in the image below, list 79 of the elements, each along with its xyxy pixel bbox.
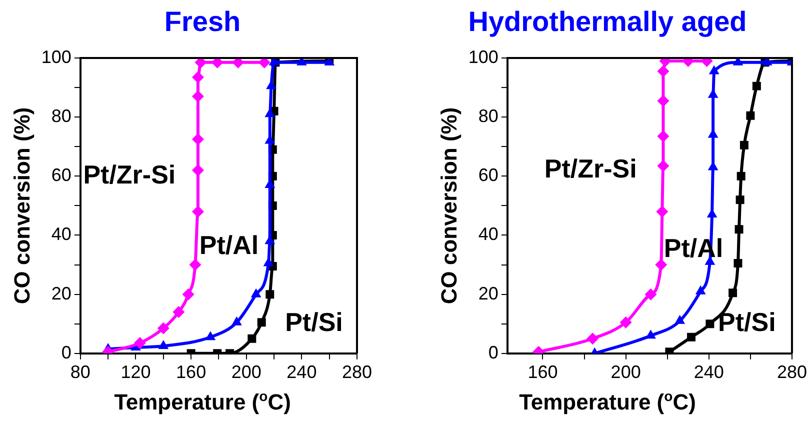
x-tick-label: 80 (70, 362, 90, 382)
point (620, 316, 632, 328)
point (157, 322, 170, 334)
x-tick-label: 120 (120, 362, 151, 382)
series-label: Pt/Si (718, 307, 776, 338)
y-axis-title: CO conversion (%) (9, 107, 34, 304)
point (258, 58, 270, 68)
point (192, 164, 204, 176)
x-axis-title: Temperature ($^{o}$C) (518, 388, 697, 416)
point (740, 140, 748, 150)
point (231, 316, 242, 326)
point (189, 258, 202, 271)
point (656, 206, 668, 218)
x-tick-label: 280 (776, 362, 808, 382)
point (752, 82, 761, 90)
point (586, 332, 599, 345)
point (192, 133, 204, 146)
point (250, 288, 262, 298)
point (158, 340, 169, 350)
series-label: Pt/Si (285, 307, 343, 338)
point (734, 225, 744, 234)
y-tick-label: 100 (468, 46, 498, 67)
point (695, 285, 706, 294)
point (746, 111, 755, 120)
point (657, 160, 670, 172)
x-tick-label: 200 (231, 362, 262, 382)
point (706, 320, 714, 328)
point (172, 306, 185, 318)
x-tick-label: 160 (176, 362, 206, 382)
point (248, 334, 256, 343)
point (657, 94, 670, 107)
point (674, 314, 686, 324)
series-label: Pt/Zr-Si (544, 153, 637, 184)
series-label: Pt/Al (199, 230, 259, 260)
y-tick-label: 40 (51, 224, 72, 244)
chart-title: Hydrothermally aged (467, 6, 748, 38)
point (687, 332, 696, 342)
point (232, 58, 244, 68)
point (194, 58, 207, 68)
x-tick-label: 200 (610, 362, 641, 382)
point (205, 331, 216, 340)
point (646, 330, 656, 339)
y-tick-label: 0 (488, 342, 498, 362)
x-tick-label: 160 (528, 362, 558, 382)
point (728, 288, 738, 298)
y-tick-label: 60 (478, 165, 498, 186)
y-tick-label: 20 (51, 283, 72, 304)
point (655, 258, 668, 271)
series-label: Pt/Zr-Si (83, 159, 176, 190)
point (257, 318, 266, 327)
point (211, 58, 224, 68)
y-tick-label: 100 (41, 46, 72, 67)
point (266, 290, 274, 299)
point (192, 206, 204, 218)
point (182, 288, 194, 300)
y-tick-label: 20 (478, 283, 498, 304)
y-axis-title: CO conversion (%) (436, 107, 462, 304)
y-tick-label: 0 (61, 342, 72, 362)
x-tick-label: 240 (286, 362, 317, 382)
chart-title: Fresh (163, 6, 242, 38)
point (644, 288, 657, 300)
point (266, 80, 276, 90)
x-axis-title: Temperature ($^{o}$C) (113, 388, 292, 416)
point (134, 337, 146, 350)
y-tick-label: 80 (478, 106, 498, 126)
x-tick-label: 240 (694, 362, 724, 382)
point (734, 259, 742, 268)
point (736, 196, 744, 204)
point (708, 65, 720, 74)
point (192, 90, 204, 102)
y-tick-label: 80 (51, 106, 72, 126)
point (657, 65, 670, 78)
point (264, 108, 276, 118)
y-tick-label: 40 (478, 224, 498, 244)
point (736, 172, 746, 180)
x-tick-label: 280 (342, 362, 372, 382)
y-tick-label: 60 (51, 165, 72, 186)
point (192, 71, 204, 84)
point (657, 130, 670, 142)
